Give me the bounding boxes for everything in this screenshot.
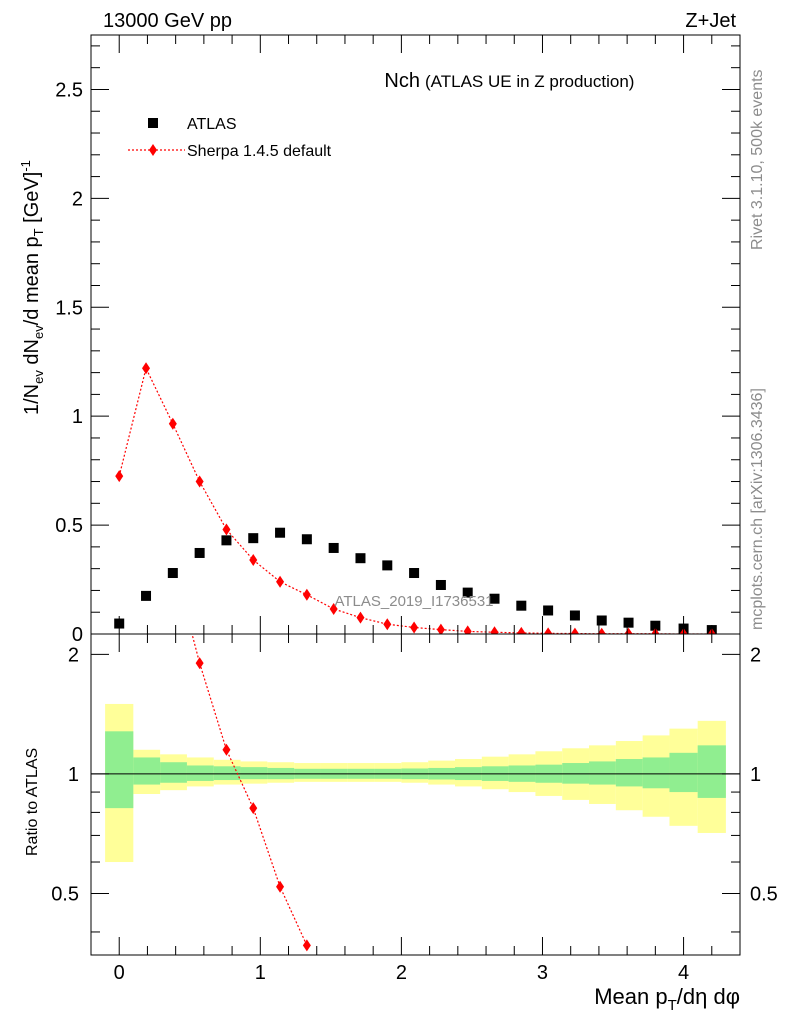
main-axes: 0 0.5 1 1.5 2 2.5	[55, 35, 741, 646]
analysis-watermark: ATLAS_2019_I1736531	[334, 593, 493, 610]
legend: ATLAS Sherpa 1.4.5 default	[128, 116, 332, 160]
atlas-data-point	[141, 590, 152, 601]
x-tick-label: 1	[255, 962, 266, 984]
ratio-stat-uncertainty-band	[105, 731, 134, 809]
atlas-data-point	[435, 579, 446, 590]
atlas-data-point	[248, 533, 259, 544]
sherpa-data-point	[597, 627, 606, 634]
atlas-data-point	[355, 553, 366, 564]
ratio-stat-uncertainty-band	[186, 765, 214, 781]
main-y-tick-label: 2	[72, 188, 83, 210]
sherpa-data-point	[356, 611, 365, 624]
sherpa-data-point	[276, 575, 285, 588]
main-y-tick-label: 0.5	[55, 515, 83, 537]
sherpa-data-point	[168, 417, 177, 430]
atlas-data-point	[596, 615, 607, 626]
sherpa-data-point	[463, 625, 472, 634]
atlas-data-point	[382, 560, 393, 571]
ratio-stat-uncertainty-band	[133, 757, 161, 785]
main-y-tick-label: 2.5	[55, 79, 83, 101]
sherpa-data-point	[436, 623, 445, 634]
ratio-data-layer	[91, 634, 740, 952]
ratio-panel: 0.5 0.5 1 1 2 2 0 1 2 3 4 Ratio to ATLAS Mean pT/d…	[24, 633, 778, 1014]
atlas-data-point	[328, 542, 339, 553]
x-tick-label: 4	[678, 962, 689, 984]
main-y-tick-label: 0	[72, 624, 83, 646]
ratio-stat-uncertainty-band	[615, 759, 643, 787]
atlas-data-point	[623, 617, 634, 628]
mcplots-credit-label: mcplots.cern.ch [arXiv:1306.3436]	[749, 388, 766, 630]
legend-sherpa-marker	[149, 144, 157, 156]
x-tick-label: 2	[396, 962, 407, 984]
atlas-data-point	[489, 593, 500, 604]
legend-atlas-marker	[148, 118, 158, 128]
ratio-y-tick-label: 0.5	[51, 883, 79, 905]
sherpa-data-point	[329, 602, 338, 615]
atlas-data-point	[569, 610, 580, 621]
ratio-stat-uncertainty-band	[642, 757, 670, 789]
plot-subtitle: (ATLAS UE in Z production)	[425, 72, 634, 91]
sherpa-ratio-point	[222, 743, 231, 756]
ratio-y-tick-label-right: 0.5	[750, 883, 778, 905]
header-left-label: 13000 GeV pp	[103, 10, 232, 32]
sherpa-data-point	[195, 475, 204, 488]
atlas-data-point	[516, 600, 527, 611]
ratio-stat-uncertainty-band	[160, 762, 187, 783]
main-y-tick-label: 1	[72, 406, 83, 428]
x-axis-label: Mean pT/dη dφ	[594, 984, 740, 1014]
sherpa-data-point	[624, 627, 633, 634]
ratio-y-tick-label-right: 2	[750, 644, 761, 666]
sherpa-data-point	[544, 627, 553, 634]
ratio-stat-uncertainty-band	[240, 767, 268, 780]
sherpa-data-point	[115, 470, 124, 483]
legend-sherpa-label: Sherpa 1.4.5 default	[187, 143, 332, 160]
sherpa-data-point	[490, 626, 499, 634]
atlas-data-point	[194, 547, 205, 558]
ratio-stat-uncertainty-band	[562, 763, 590, 784]
sherpa-ratio-point	[276, 880, 285, 893]
sherpa-data-point	[222, 523, 231, 536]
main-data-layer	[114, 362, 717, 634]
legend-atlas-label: ATLAS	[187, 116, 237, 133]
sherpa-ratio-line	[191, 634, 308, 946]
sherpa-ratio-point	[302, 939, 311, 952]
ratio-stat-uncertainty-band	[697, 745, 726, 798]
atlas-data-point	[221, 535, 232, 546]
ratio-y-axis-label: Ratio to ATLAS	[24, 748, 41, 856]
atlas-data-point	[543, 605, 554, 616]
ratio-stat-uncertainty-band	[669, 752, 698, 793]
sherpa-ratio-point	[195, 657, 204, 670]
ratio-frame	[90, 633, 741, 956]
x-tick-label: 0	[114, 962, 125, 984]
sherpa-data-point	[142, 362, 151, 375]
sherpa-data-point	[517, 626, 526, 634]
atlas-data-point	[275, 527, 286, 538]
sherpa-data-point	[302, 588, 311, 601]
sherpa-data-point	[249, 553, 258, 566]
sherpa-data-point	[410, 621, 419, 634]
ratio-stat-uncertainty-band	[213, 766, 241, 781]
sherpa-data-point	[383, 618, 392, 631]
atlas-data-point	[167, 568, 178, 579]
sherpa-ratio-point	[249, 802, 258, 815]
main-panel: 0 0.5 1 1.5 2 2.5 Nch (ATLAS UE in Z producti…	[18, 34, 741, 646]
ratio-y-tick-label-right: 1	[750, 764, 761, 786]
ratio-stat-uncertainty-band	[589, 761, 616, 785]
header-right-label: Z+Jet	[685, 10, 736, 32]
x-tick-label: 3	[537, 962, 548, 984]
main-y-tick-label: 1.5	[55, 297, 83, 319]
atlas-data-point	[462, 587, 473, 598]
ratio-y-tick-label: 2	[68, 644, 79, 666]
atlas-data-point	[409, 568, 420, 579]
plot-title: Nch	[384, 70, 420, 92]
sherpa-data-point	[570, 627, 579, 634]
main-y-axis-label: 1/Nev dNev/d mean pT [GeV]-1	[18, 160, 46, 415]
rivet-version-label: Rivet 3.1.10, 500k events	[749, 69, 766, 250]
atlas-data-point	[301, 534, 312, 545]
ratio-y-tick-label: 1	[68, 764, 79, 786]
ratio-axes: 0.5 0.5 1 1 2 2 0 1 2 3 4	[51, 634, 778, 984]
